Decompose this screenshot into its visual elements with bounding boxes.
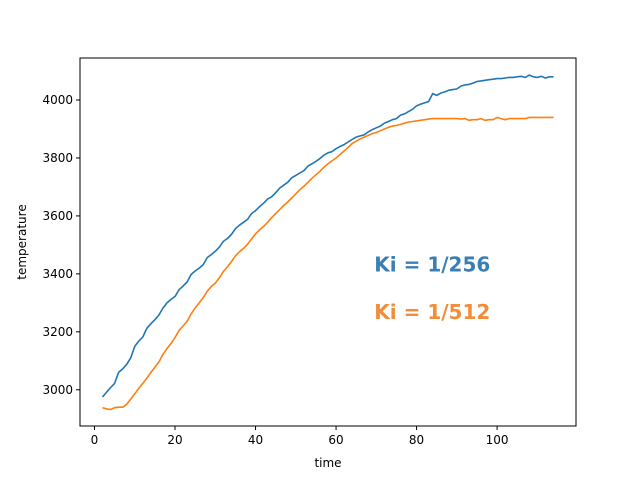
y-tick-label: 3400 bbox=[42, 267, 73, 281]
x-tick-label: 60 bbox=[328, 433, 343, 447]
x-axis-label: time bbox=[314, 456, 341, 470]
y-tick-label: 3800 bbox=[42, 151, 73, 165]
y-axis: 3000 3200 3400 3600 3800 4000 bbox=[42, 93, 80, 397]
x-tick-label: 40 bbox=[248, 433, 263, 447]
series-line-1 bbox=[101, 74, 554, 398]
annotation-2: Ki = 1/512 bbox=[374, 300, 490, 324]
y-tick-label: 3600 bbox=[42, 209, 73, 223]
x-axis: 0 20 40 60 80 100 bbox=[91, 426, 509, 447]
series-line-2 bbox=[102, 116, 554, 411]
y-tick-label: 4000 bbox=[42, 93, 73, 107]
y-axis-label: temperature bbox=[15, 204, 29, 279]
x-tick-label: 20 bbox=[167, 433, 182, 447]
x-tick-label: 80 bbox=[409, 433, 424, 447]
x-tick-label: 0 bbox=[91, 433, 99, 447]
y-tick-label: 3200 bbox=[42, 325, 73, 339]
plot-area-frame bbox=[79, 57, 577, 427]
annotation-1: Ki = 1/256 bbox=[374, 252, 490, 276]
y-tick-label: 3000 bbox=[42, 383, 73, 397]
x-tick-label: 100 bbox=[486, 433, 509, 447]
